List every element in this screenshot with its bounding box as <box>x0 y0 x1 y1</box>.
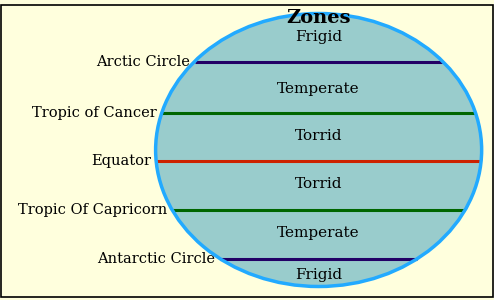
Text: Torrid: Torrid <box>295 178 342 191</box>
Text: Temperate: Temperate <box>277 82 360 95</box>
Ellipse shape <box>156 14 482 286</box>
Text: Arctic Circle: Arctic Circle <box>96 55 190 68</box>
Text: Frigid: Frigid <box>295 268 342 281</box>
Text: Tropic of Cancer: Tropic of Cancer <box>32 106 157 119</box>
Text: Antarctic Circle: Antarctic Circle <box>97 252 215 266</box>
Text: Tropic Of Capricorn: Tropic Of Capricorn <box>18 203 167 217</box>
Text: Zones: Zones <box>287 9 351 27</box>
Text: Torrid: Torrid <box>295 130 342 143</box>
Text: Equator: Equator <box>91 154 151 168</box>
Text: Frigid: Frigid <box>295 31 342 44</box>
Text: Temperate: Temperate <box>277 226 360 239</box>
